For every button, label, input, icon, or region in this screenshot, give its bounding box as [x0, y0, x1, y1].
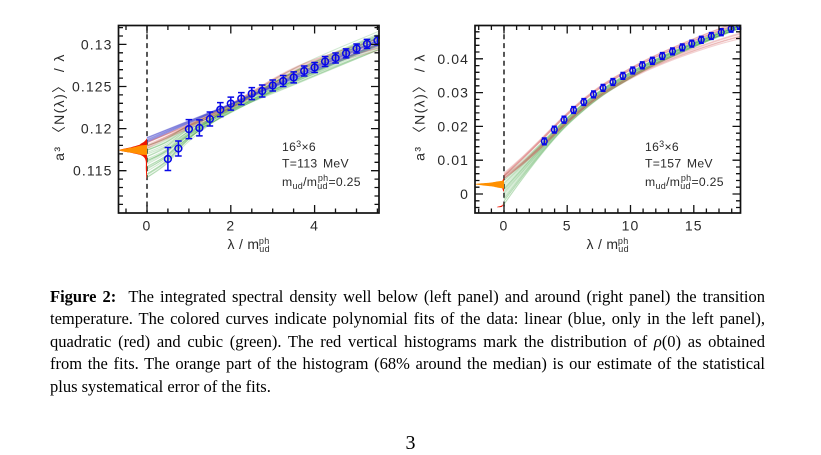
- svg-text:0.12: 0.12: [81, 121, 113, 137]
- svg-text:5: 5: [563, 218, 572, 234]
- svg-text:0.01: 0.01: [437, 152, 469, 168]
- svg-text:0.125: 0.125: [72, 79, 113, 95]
- svg-text:0: 0: [500, 218, 509, 234]
- svg-text:0.02: 0.02: [437, 118, 469, 134]
- svg-text:0.115: 0.115: [73, 163, 113, 179]
- svg-text:a³ 〈N(λ)〉 / λ: a³ 〈N(λ)〉 / λ: [51, 53, 67, 161]
- svg-text:a³ 〈N(λ)〉 / λ: a³ 〈N(λ)〉 / λ: [412, 53, 428, 161]
- svg-text:0.13: 0.13: [81, 36, 113, 52]
- svg-text:mud/mudph=0.25: mud/mudph=0.25: [645, 173, 724, 191]
- svg-text:10: 10: [622, 218, 640, 234]
- svg-text:0.03: 0.03: [437, 85, 469, 101]
- svg-text:0: 0: [460, 186, 469, 202]
- svg-text:15: 15: [685, 218, 703, 234]
- svg-text:T=157 MeV: T=157 MeV: [645, 157, 713, 171]
- svg-text:163×6: 163×6: [645, 139, 679, 154]
- svg-text:2: 2: [226, 218, 235, 234]
- svg-text:4: 4: [310, 218, 319, 234]
- svg-text:mud/mudph=0.25: mud/mudph=0.25: [282, 173, 361, 191]
- svg-text:T=113 MeV: T=113 MeV: [282, 157, 350, 171]
- svg-text:λ / mudph: λ / mudph: [227, 236, 269, 254]
- svg-text:0: 0: [143, 218, 152, 234]
- svg-text:0.04: 0.04: [437, 51, 469, 67]
- svg-text:163×6: 163×6: [282, 139, 316, 154]
- svg-text:λ / mudph: λ / mudph: [586, 236, 628, 254]
